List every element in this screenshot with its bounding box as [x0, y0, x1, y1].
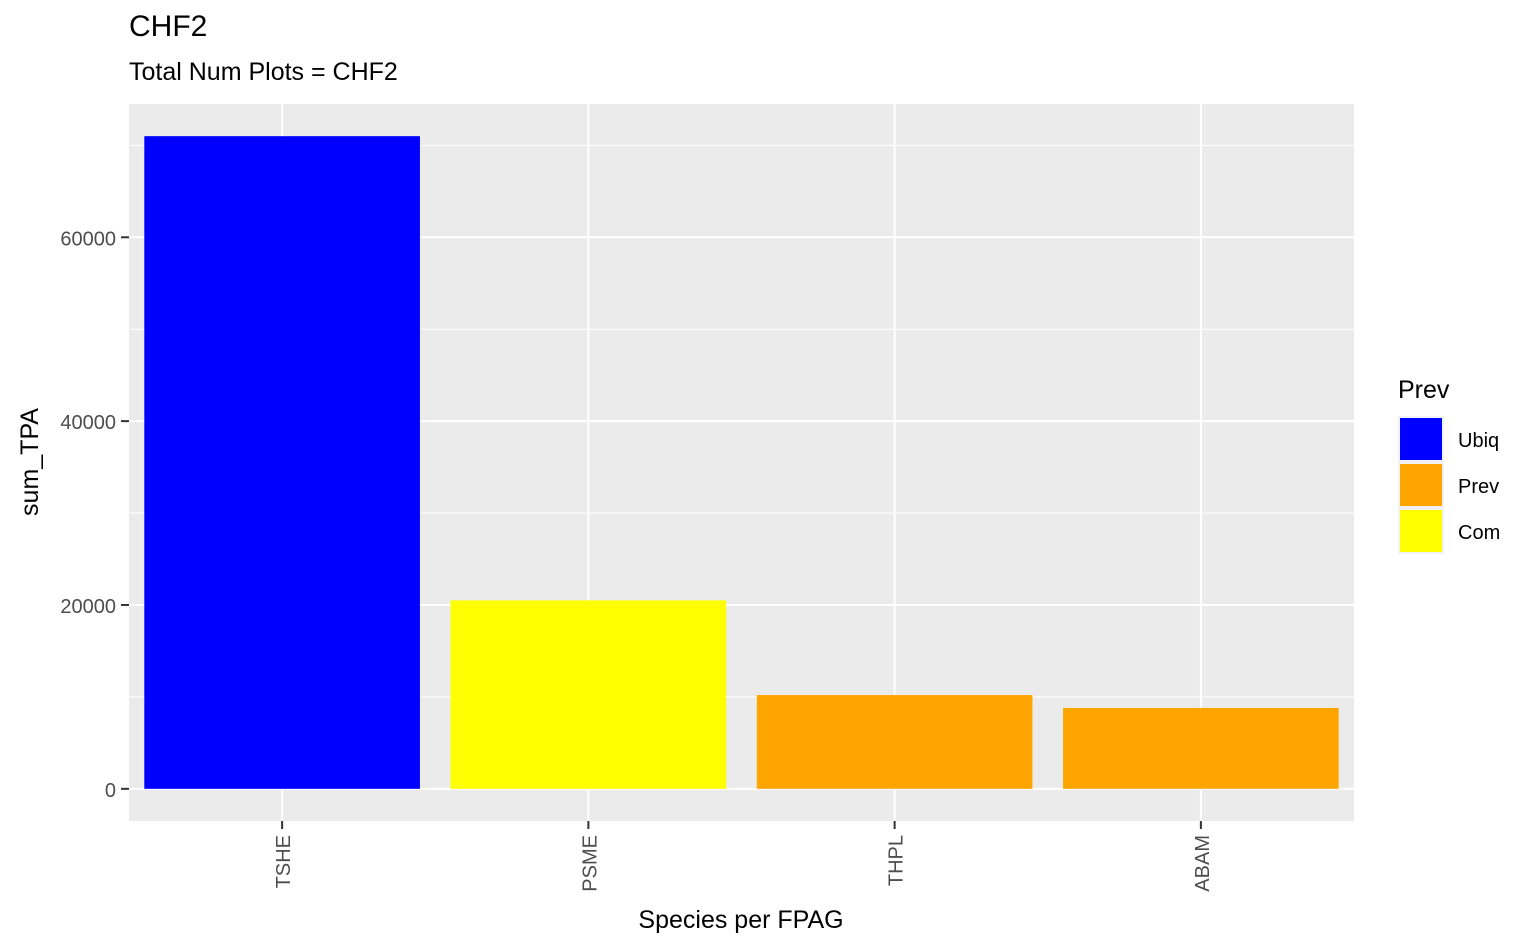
legend-swatch-com — [1400, 510, 1442, 552]
legend-entries: Ubiq Prev Com — [1398, 416, 1500, 554]
legend-label-prev: Prev — [1458, 476, 1499, 498]
legend-label-ubiq: Ubiq — [1458, 430, 1499, 452]
x-tick-label-tshe: TSHE — [273, 835, 295, 888]
y-tick-label: 0 — [105, 780, 116, 802]
x-axis: TSHE PSME THPL ABAM — [273, 821, 1214, 892]
legend-label-com: Com — [1458, 522, 1500, 544]
y-tick-label: 40000 — [60, 412, 116, 434]
bar-thpl — [756, 695, 1033, 789]
bars — [144, 136, 1339, 789]
y-axis-label: sum_TPA — [16, 408, 44, 516]
y-axis: 0 20000 40000 60000 — [60, 228, 129, 802]
bar-tshe — [144, 136, 420, 789]
bar-abam — [1063, 707, 1339, 789]
legend-title: Prev — [1398, 376, 1450, 404]
chart-title: CHF2 — [129, 10, 208, 43]
y-tick-label: 20000 — [60, 596, 116, 618]
x-tick-label-psme: PSME — [579, 835, 601, 892]
legend: Prev Ubiq Prev Com — [1398, 376, 1500, 554]
chart-subtitle: Total Num Plots = CHF2 — [129, 58, 398, 86]
y-tick-label: 60000 — [60, 228, 116, 250]
legend-swatch-ubiq — [1400, 418, 1442, 460]
x-tick-label-abam: ABAM — [1192, 835, 1214, 892]
x-axis-label: Species per FPAG — [638, 906, 843, 934]
bar-psme — [450, 600, 727, 789]
legend-swatch-prev — [1400, 464, 1442, 506]
x-tick-label-thpl: THPL — [886, 835, 908, 886]
